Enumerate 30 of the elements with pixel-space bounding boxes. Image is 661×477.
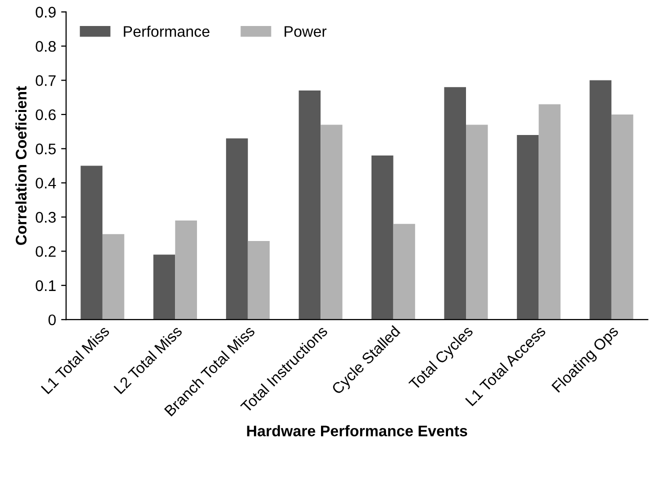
bar	[590, 80, 612, 320]
bar	[371, 156, 394, 320]
y-tick-label: 0	[48, 314, 56, 326]
bar	[80, 166, 102, 320]
y-tick-label: 0.2	[36, 246, 56, 257]
bar	[153, 254, 176, 320]
bar	[298, 90, 321, 320]
bar	[102, 234, 124, 320]
bar	[538, 104, 561, 320]
bar	[393, 224, 416, 320]
y-tick-label: 0.4	[36, 178, 56, 189]
bar	[320, 124, 342, 320]
y-tick-label: 0.6	[36, 109, 56, 120]
bar	[611, 114, 634, 320]
y-tick-label: 0.9	[36, 6, 56, 18]
y-axis-title: Correlation Coeficient	[15, 86, 27, 245]
y-tick-label: 0.1	[36, 280, 56, 292]
y-tick-label: 0.5	[36, 144, 56, 154]
bar	[248, 240, 270, 320]
bar	[175, 220, 197, 320]
y-tick-label: 0.8	[36, 40, 56, 52]
y-tick-label: 0.7	[36, 75, 56, 86]
x-axis-title: Hardware Performance Events	[247, 425, 468, 436]
bar	[516, 134, 539, 320]
legend-label: Performance	[124, 26, 210, 37]
y-tick-label: 0.3	[36, 212, 56, 223]
bar	[226, 138, 248, 320]
legend-label: Power	[284, 26, 326, 37]
bar	[466, 124, 488, 320]
bar	[444, 87, 466, 320]
